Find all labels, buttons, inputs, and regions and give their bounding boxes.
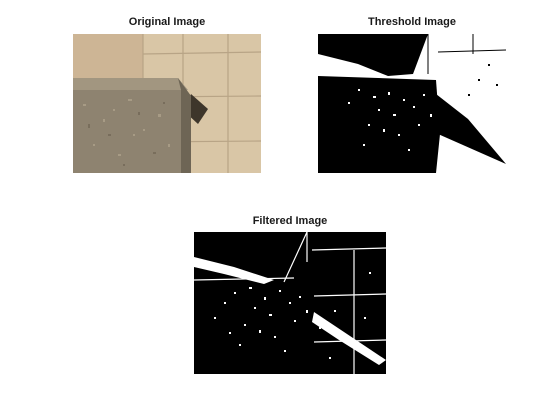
threshold-image bbox=[318, 34, 506, 173]
filtered-image-title: Filtered Image bbox=[252, 215, 328, 227]
filtered-image-panel: Filtered Image bbox=[194, 213, 386, 375]
filtered-image bbox=[194, 232, 386, 374]
original-image-title: Original Image bbox=[128, 16, 206, 28]
original-image-panel: Original Image bbox=[73, 14, 261, 174]
threshold-image-panel: Threshold Image bbox=[318, 14, 506, 174]
original-image bbox=[73, 34, 261, 173]
threshold-image-title: Threshold Image bbox=[367, 16, 457, 28]
